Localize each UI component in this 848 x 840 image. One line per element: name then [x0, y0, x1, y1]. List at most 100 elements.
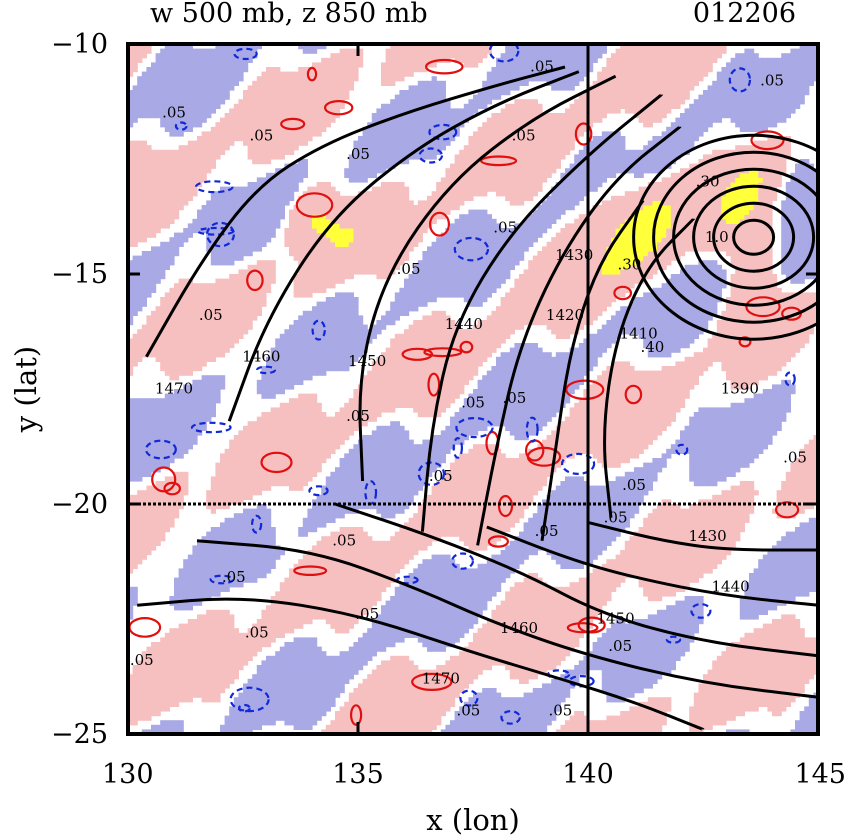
field-cell — [174, 494, 180, 500]
field-cell — [187, 605, 193, 611]
field-cell — [220, 347, 226, 353]
field-cell — [183, 232, 189, 238]
field-cell — [164, 251, 170, 257]
field-cell — [224, 200, 230, 206]
field-cell — [187, 559, 193, 565]
field-cell — [155, 251, 161, 257]
field-cell — [275, 85, 281, 91]
field-cell — [293, 476, 299, 482]
field-cell — [261, 665, 267, 671]
field-cell — [302, 476, 308, 482]
field-cell — [197, 320, 203, 326]
field-cell — [302, 609, 308, 615]
field-cell — [206, 329, 212, 335]
field-cell — [275, 338, 281, 344]
field-cell — [316, 370, 322, 376]
field-cell — [164, 651, 170, 657]
field-cell — [298, 205, 304, 211]
field-cell — [316, 522, 322, 528]
field-cell — [266, 614, 272, 620]
field-cell — [137, 545, 143, 551]
field-cell — [266, 531, 272, 537]
field-cell — [321, 711, 327, 717]
field-cell — [293, 131, 299, 137]
field-cell — [321, 660, 327, 666]
field-cell — [247, 154, 253, 160]
field-cell — [132, 108, 138, 114]
field-cell — [284, 642, 290, 648]
field-cell — [256, 108, 262, 114]
field-cell — [233, 439, 239, 445]
field-cell — [141, 692, 147, 698]
field-cell — [275, 182, 281, 188]
field-cell — [146, 430, 152, 436]
field-cell — [128, 209, 134, 215]
field-cell — [206, 200, 212, 206]
field-cell — [128, 44, 134, 50]
field-cell — [279, 209, 285, 215]
field-cell — [270, 609, 276, 615]
field-cell — [275, 149, 281, 155]
field-cell — [289, 223, 295, 229]
field-cell — [224, 306, 230, 312]
field-cell — [312, 435, 318, 441]
field-cell — [197, 674, 203, 680]
field-cell — [132, 527, 138, 533]
field-cell — [238, 292, 244, 298]
field-cell — [298, 140, 304, 146]
field-cell — [247, 99, 253, 105]
field-cell — [307, 458, 313, 464]
field-cell — [243, 246, 249, 252]
field-cell — [321, 228, 327, 234]
field-cell — [307, 274, 313, 280]
field-cell — [141, 490, 147, 496]
field-cell — [247, 508, 253, 514]
field-cell — [146, 76, 152, 82]
field-cell — [201, 297, 207, 303]
field-cell — [289, 251, 295, 257]
field-cell — [233, 246, 239, 252]
field-cell — [298, 623, 304, 629]
field-cell — [256, 453, 262, 459]
field-cell — [307, 660, 313, 666]
field-cell — [215, 67, 221, 73]
field-cell — [210, 623, 216, 629]
field-cell — [187, 320, 193, 326]
field-cell — [298, 559, 304, 565]
field-cell — [160, 499, 166, 505]
field-cell — [335, 113, 341, 119]
field-cell — [261, 439, 267, 445]
field-cell — [325, 425, 331, 431]
field-cell — [344, 628, 350, 634]
field-cell — [330, 237, 336, 243]
field-cell — [339, 540, 345, 546]
field-cell — [197, 577, 203, 583]
field-cell — [155, 99, 161, 105]
field-cell — [183, 80, 189, 86]
field-cell — [178, 108, 184, 114]
field-cell — [229, 223, 235, 229]
field-cell — [275, 71, 281, 77]
field-cell — [233, 255, 239, 261]
field-cell — [270, 223, 276, 229]
field-cell — [335, 67, 341, 73]
field-cell — [210, 301, 216, 307]
field-cell — [187, 324, 193, 330]
field-cell — [302, 324, 308, 330]
field-cell — [293, 209, 299, 215]
field-cell — [155, 642, 161, 648]
field-cell — [151, 508, 157, 514]
field-cell — [339, 490, 345, 496]
field-cell — [151, 85, 157, 91]
field-cell — [164, 352, 170, 358]
field-cell — [298, 375, 304, 381]
field-cell — [330, 209, 336, 215]
field-cell — [284, 71, 290, 77]
field-cell — [312, 674, 318, 680]
field-cell — [289, 333, 295, 339]
field-cell — [141, 260, 147, 266]
field-cell — [289, 375, 295, 381]
field-cell — [210, 577, 216, 583]
field-cell — [238, 724, 244, 730]
field-cell — [141, 269, 147, 275]
